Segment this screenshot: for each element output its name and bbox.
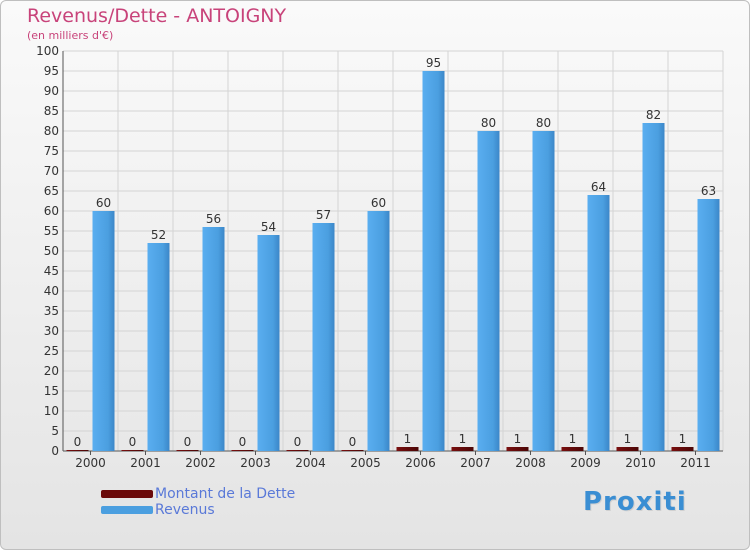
data-label-dette-2002: 0 [184,435,192,449]
bar-dette-2011 [671,447,694,451]
data-label-revenus-2007: 80 [481,116,496,130]
bar-dette-2003 [231,450,254,451]
bar-revenus-2009 [587,195,610,451]
x-tick-label: 2006 [405,456,436,470]
y-tick-label: 40 [44,284,59,298]
x-tick-label: 2008 [515,456,546,470]
bar-dette-2002 [176,450,199,451]
bar-dette-2000 [66,450,89,451]
y-tick-label: 100 [36,44,59,58]
x-tick-label: 2007 [460,456,491,470]
data-label-dette-2006: 1 [404,432,412,446]
data-label-dette-2010: 1 [624,432,632,446]
y-tick-label: 35 [44,304,59,318]
chart-subtitle: (en milliers d'€) [27,29,114,42]
y-tick-label: 95 [44,64,59,78]
bar-dette-2004 [286,450,309,451]
y-tick-label: 90 [44,84,59,98]
proxiti-logo: Proxiti [583,487,687,517]
x-tick-label: 2001 [130,456,161,470]
y-tick-label: 55 [44,224,59,238]
x-tick-label: 2010 [625,456,656,470]
x-tick-label: 2011 [680,456,711,470]
bar-revenus-2002 [202,227,225,451]
bar-dette-2001 [121,450,144,451]
legend-swatch-revenus [101,506,153,514]
bar-dette-2010 [616,447,639,451]
x-tick-label: 2009 [570,456,601,470]
bar-dette-2009 [561,447,584,451]
data-label-dette-2004: 0 [294,435,302,449]
y-tick-label: 5 [51,424,59,438]
bar-dette-2007 [451,447,474,451]
data-label-dette-2001: 0 [129,435,137,449]
y-tick-label: 85 [44,104,59,118]
data-label-dette-2003: 0 [239,435,247,449]
data-label-dette-2011: 1 [679,432,687,446]
bar-revenus-2008 [532,131,555,451]
y-tick-label: 20 [44,364,59,378]
data-label-revenus-2004: 57 [316,208,331,222]
bar-revenus-2003 [257,235,280,451]
data-label-revenus-2002: 56 [206,212,221,226]
legend-swatch-dette [101,490,153,498]
y-tick-label: 10 [44,404,59,418]
data-label-revenus-2010: 82 [646,108,661,122]
y-tick-label: 70 [44,164,59,178]
y-tick-label: 65 [44,184,59,198]
y-tick-label: 80 [44,124,59,138]
data-label-revenus-2011: 63 [701,184,716,198]
data-label-dette-2007: 1 [459,432,467,446]
legend-label-revenus: Revenus [155,502,215,518]
chart-title: Revenus/Dette - ANTOIGNY [27,5,287,27]
y-tick-label: 75 [44,144,59,158]
y-tick-label: 50 [44,244,59,258]
y-tick-label: 45 [44,264,59,278]
bar-revenus-2005 [367,211,390,451]
y-tick-label: 25 [44,344,59,358]
data-label-revenus-2005: 60 [371,196,386,210]
data-label-dette-2005: 0 [349,435,357,449]
data-label-revenus-2009: 64 [591,180,606,194]
bars [66,71,720,451]
bar-revenus-2010 [642,123,665,451]
bar-dette-2005 [341,450,364,451]
bar-dette-2006 [396,447,419,451]
bar-revenus-2007 [477,131,500,451]
x-tick-label: 2004 [295,456,326,470]
y-tick-label: 15 [44,384,59,398]
data-label-dette-2009: 1 [569,432,577,446]
x-tick-label: 2003 [240,456,271,470]
bar-dette-2008 [506,447,529,451]
data-label-revenus-2006: 95 [426,56,441,70]
bar-revenus-2001 [147,243,170,451]
y-tick-label: 0 [51,444,59,458]
data-label-dette-2008: 1 [514,432,522,446]
data-label-dette-2000: 0 [74,435,82,449]
data-label-revenus-2008: 80 [536,116,551,130]
x-tick-label: 2002 [185,456,216,470]
legend-label-dette: Montant de la Dette [155,486,296,502]
bar-revenus-2011 [697,199,720,451]
y-tick-label: 30 [44,324,59,338]
y-tick-label: 60 [44,204,59,218]
x-tick-label: 2000 [75,456,106,470]
bar-revenus-2004 [312,223,335,451]
axes [62,51,723,455]
bar-revenus-2006 [422,71,445,451]
data-label-revenus-2003: 54 [261,220,276,234]
data-label-revenus-2000: 60 [96,196,111,210]
x-tick-label: 2005 [350,456,381,470]
data-label-revenus-2001: 52 [151,228,166,242]
labels: 0510152025303540455055606570758085909510… [36,44,716,470]
bar-revenus-2000 [92,211,115,451]
